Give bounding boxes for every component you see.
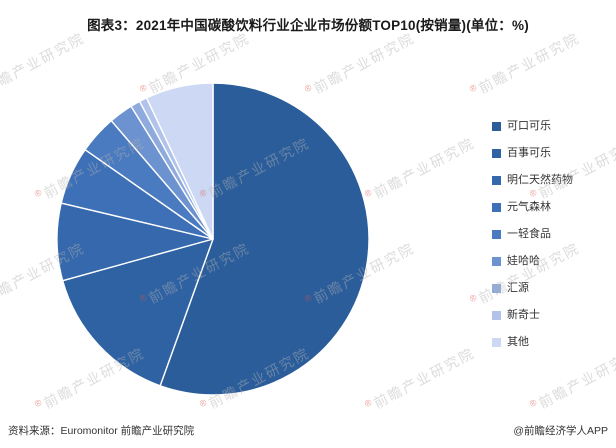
legend-marker bbox=[492, 256, 501, 266]
legend-label: 新奇士 bbox=[507, 309, 540, 321]
legend-label: 可口可乐 bbox=[507, 120, 551, 132]
chart-title: 图表3：2021年中国碳酸饮料行业企业市场份额TOP10(按销量)(单位：%) bbox=[87, 18, 529, 33]
pie-slice-可口可乐 bbox=[159, 82, 370, 396]
legend-marker bbox=[492, 337, 501, 347]
legend-marker bbox=[492, 229, 501, 239]
legend-label: 明仁天然药物 bbox=[507, 174, 573, 186]
legend: 可口可乐百事可乐明仁天然药物 元气森林一轻食品娃哈哈汇源新奇士其他 bbox=[492, 118, 573, 350]
watermark: ®前瞻产业研究院 bbox=[362, 133, 478, 207]
legend-item: 可口可乐 bbox=[492, 118, 573, 134]
registered-mark: ® bbox=[527, 397, 539, 410]
legend-marker bbox=[492, 148, 501, 158]
pie-slice-其他 bbox=[145, 82, 214, 240]
legend-item: 其他 bbox=[492, 334, 573, 350]
legend-item: 明仁天然药物 bbox=[492, 172, 573, 188]
watermark: ®前瞻产业研究院 bbox=[527, 343, 616, 417]
legend-marker bbox=[492, 175, 501, 185]
legend-label: 一轻食品 bbox=[507, 228, 551, 240]
legend-item: 新奇士 bbox=[492, 307, 573, 323]
legend-item: 娃哈哈 bbox=[492, 253, 573, 269]
registered-mark: ® bbox=[467, 82, 479, 95]
watermark: ®前瞻产业研究院 bbox=[362, 343, 478, 417]
legend-item: 汇源 bbox=[492, 280, 573, 296]
legend-item: 一轻食品 bbox=[492, 226, 573, 242]
legend-label: 娃哈哈 bbox=[507, 255, 540, 267]
legend-marker bbox=[492, 121, 501, 131]
watermark: ®前瞻产业研究院 bbox=[467, 28, 583, 102]
pie-slice-百事可乐 bbox=[61, 238, 214, 387]
watermark-text: 前瞻产业研究院 bbox=[535, 344, 616, 412]
legend-label: 汇源 bbox=[507, 282, 529, 294]
credit-note: @前瞻经济学人APP bbox=[513, 425, 608, 437]
watermark-text: 前瞻产业研究院 bbox=[370, 344, 478, 412]
registered-mark: ® bbox=[32, 187, 44, 200]
legend-marker bbox=[492, 283, 501, 293]
legend-item: 百事可乐 bbox=[492, 145, 573, 161]
registered-mark: ® bbox=[467, 292, 479, 305]
pie-chart bbox=[56, 82, 370, 396]
source-note: 资料来源：Euromonitor 前瞻产业研究院 bbox=[8, 425, 195, 437]
legend-label: 元气森林 bbox=[507, 201, 551, 213]
legend-label: 百事可乐 bbox=[507, 147, 551, 159]
legend-marker bbox=[492, 202, 501, 212]
legend-item: 元气森林 bbox=[492, 199, 573, 215]
legend-label: 其他 bbox=[507, 336, 529, 348]
legend-marker bbox=[492, 310, 501, 320]
watermark-text: 前瞻产业研究院 bbox=[475, 29, 583, 97]
watermark-text: 前瞻产业研究院 bbox=[370, 134, 478, 202]
registered-mark: ® bbox=[32, 397, 44, 410]
